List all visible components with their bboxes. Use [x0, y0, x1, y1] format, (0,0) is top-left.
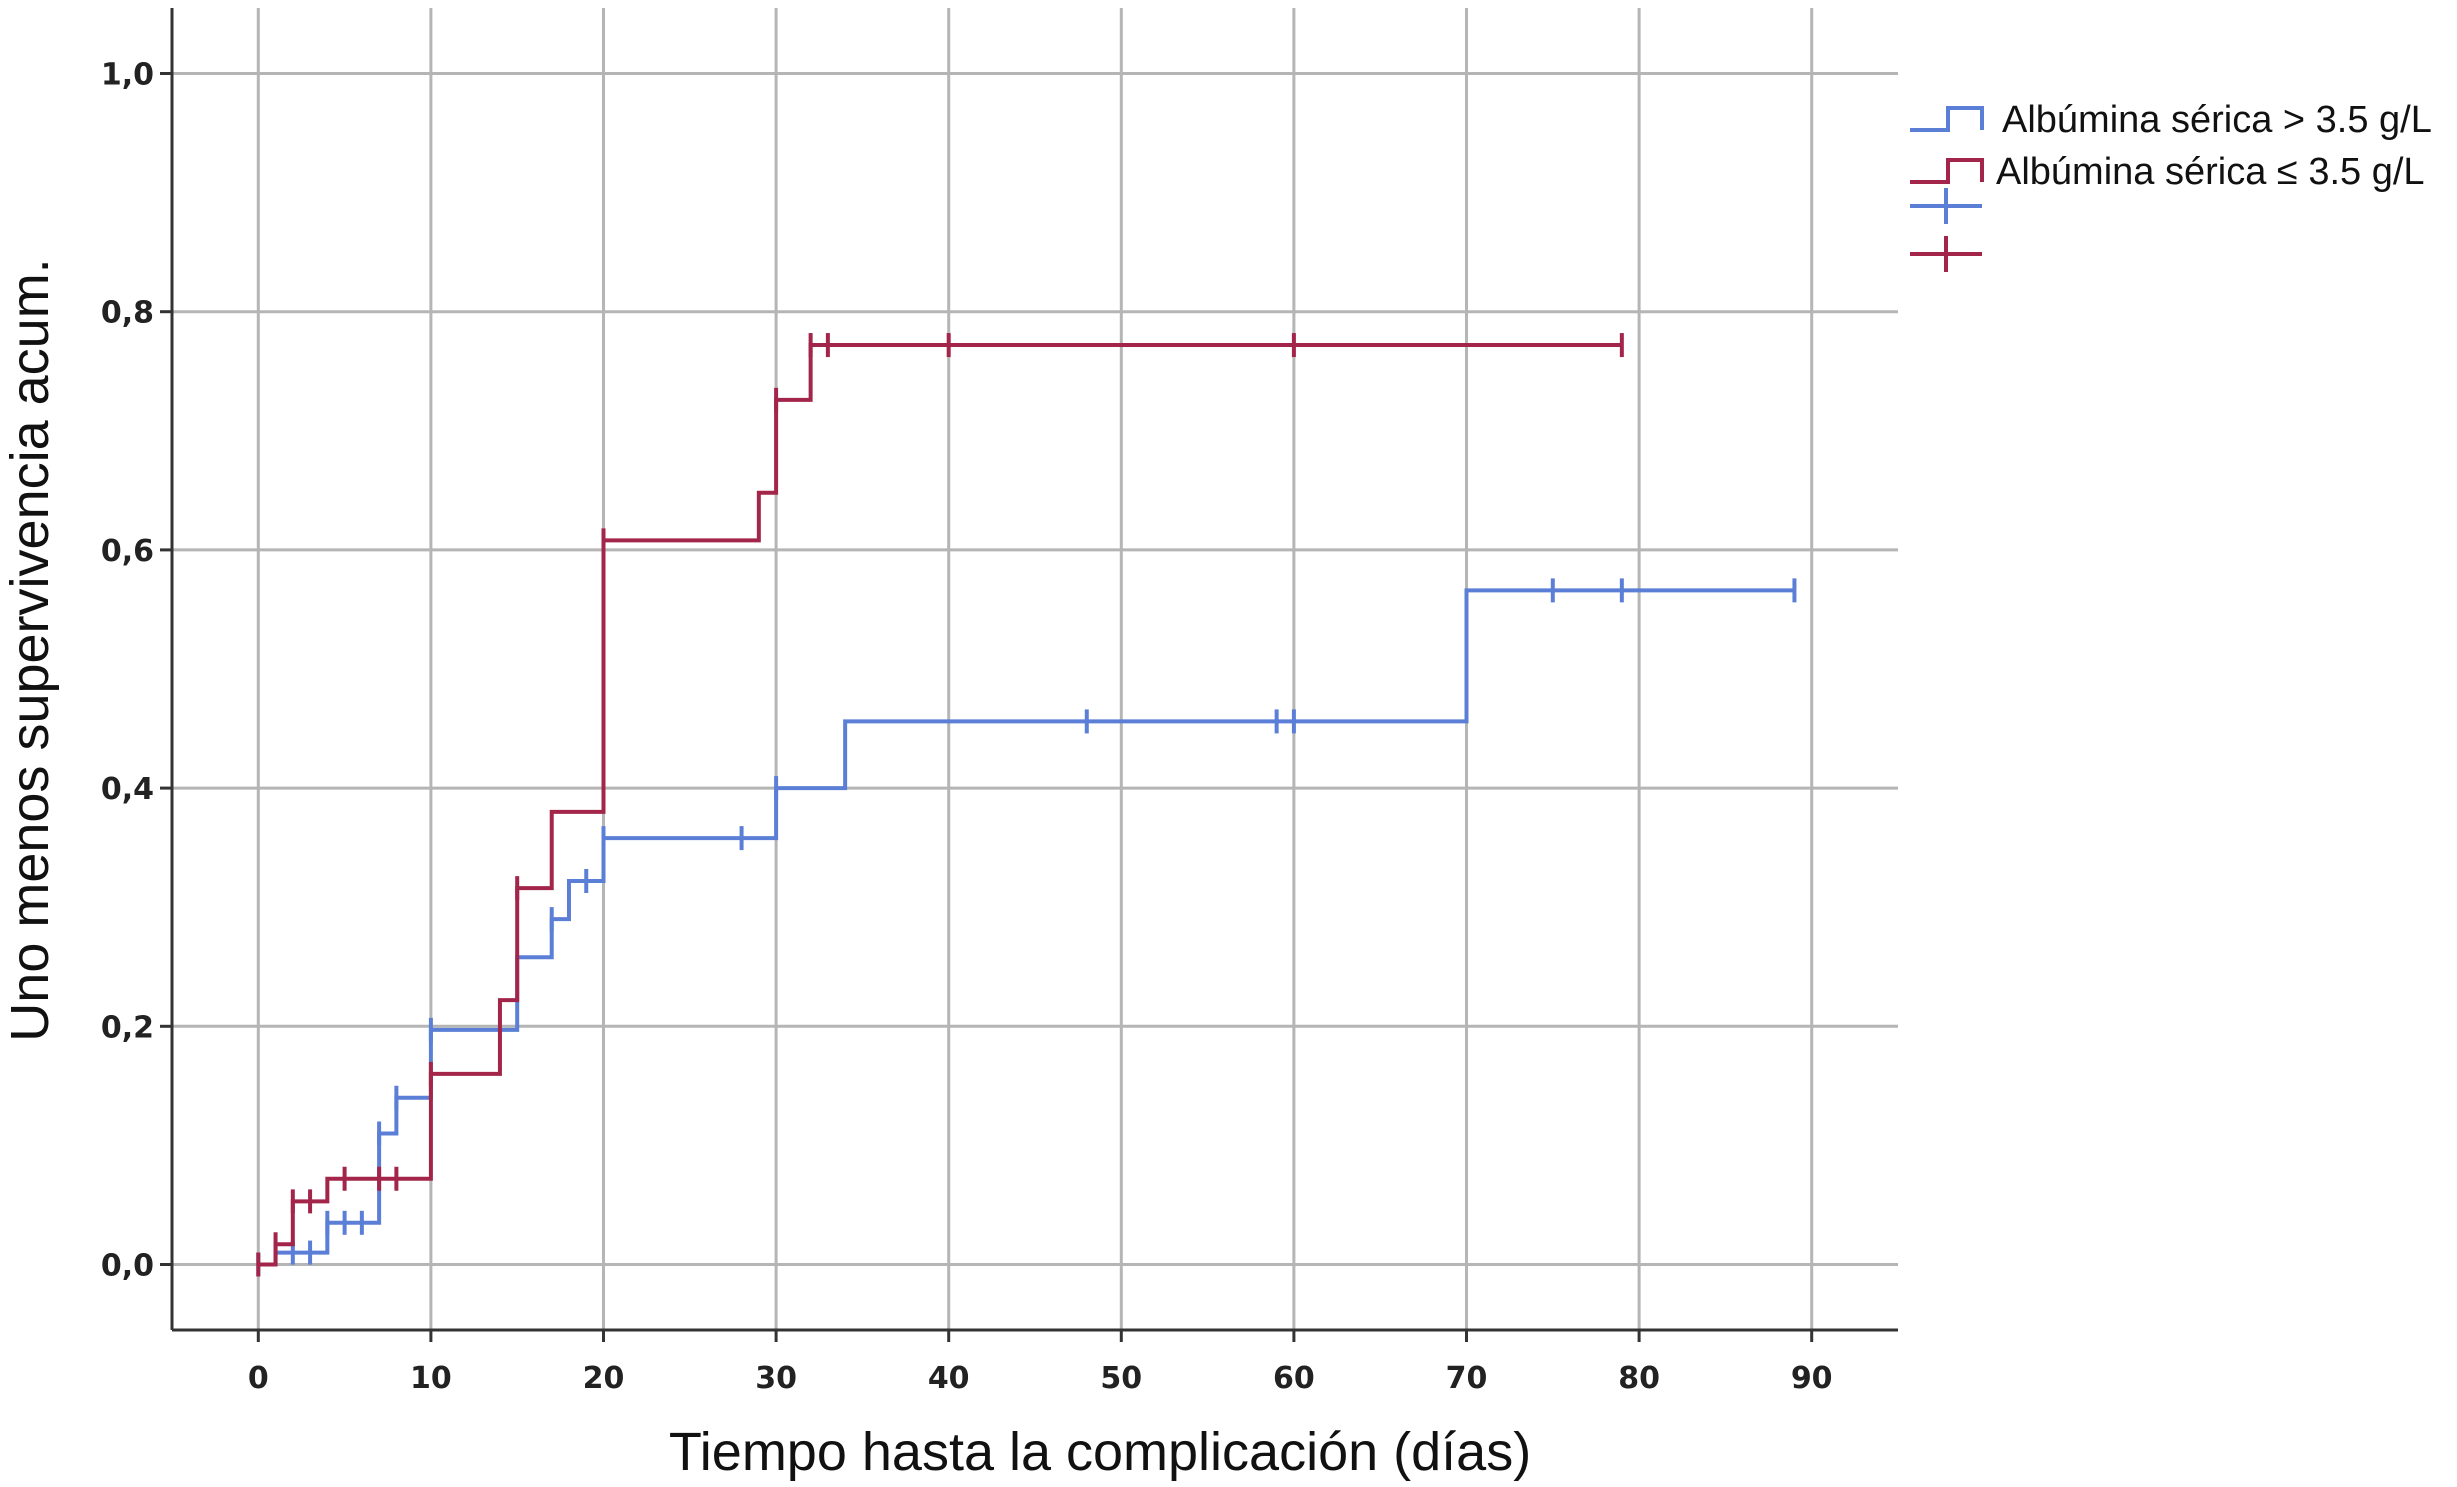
x-axis-ticks: 0 10 20 30 40 50 60 70 80 90: [248, 1330, 1833, 1396]
x-axis-title: Tiempo hasta la complicación (días): [669, 1422, 1531, 1482]
y-tick-label: 0,0: [101, 1248, 154, 1283]
x-tick-label: 50: [1100, 1361, 1142, 1396]
legend-line-sample-1: [1910, 106, 1984, 132]
y-tick-label: 0,8: [101, 296, 154, 331]
y-tick-label: 1,0: [101, 58, 154, 93]
series-line-1: [258, 588, 1795, 1267]
series-line-2: [258, 343, 1622, 1267]
x-tick-label: 0: [248, 1361, 269, 1396]
x-tick-label: 80: [1618, 1361, 1660, 1396]
y-axis-ticks: 0,0 0,2 0,4 0,6 0,8 1,0: [101, 58, 172, 1283]
legend-label-2: Albúmina sérica ≤ 3.5 g/L: [1996, 151, 2425, 193]
x-tick-label: 20: [583, 1361, 625, 1396]
legend-label-1: Albúmina sérica > 3.5 g/L: [2002, 99, 2432, 141]
legend: Albúmina sérica > 3.5 g/L Albúmina sérica…: [1910, 99, 2432, 272]
y-axis-title: Uno menos supervivencia acum.: [0, 258, 60, 1041]
y-tick-label: 0,6: [101, 534, 154, 569]
plot-series: [256, 333, 1797, 1277]
x-tick-label: 30: [755, 1361, 797, 1396]
x-tick-label: 40: [928, 1361, 970, 1396]
axes: [170, 8, 1898, 1332]
legend-line-sample-2: [1910, 158, 1984, 184]
y-tick-label: 0,2: [101, 1010, 154, 1045]
x-tick-label: 10: [410, 1361, 452, 1396]
x-tick-label: 60: [1273, 1361, 1315, 1396]
x-tick-label: 70: [1446, 1361, 1488, 1396]
x-tick-label: 90: [1791, 1361, 1833, 1396]
gridlines: [172, 8, 1898, 1330]
y-tick-label: 0,4: [101, 772, 154, 807]
